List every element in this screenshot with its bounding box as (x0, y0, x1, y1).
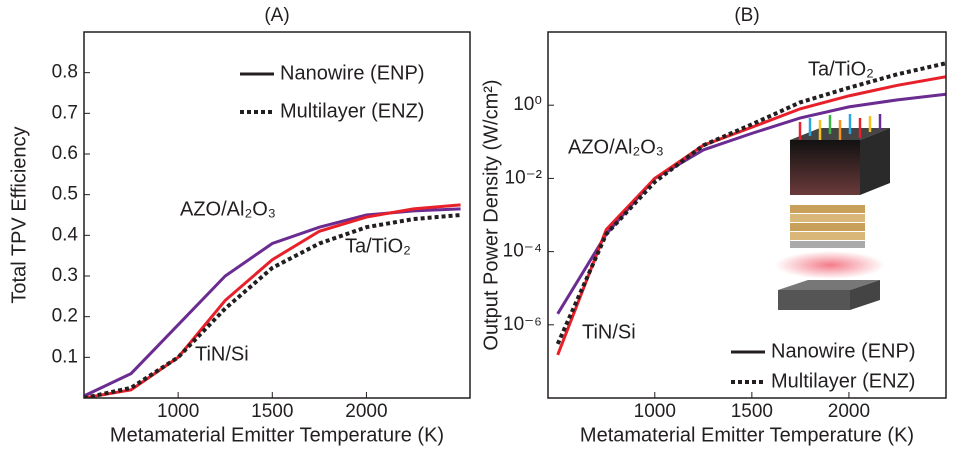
x-tick-label: 1000 (634, 401, 676, 422)
series-label: TiN/Si (195, 343, 249, 365)
plot-frame (83, 31, 471, 399)
legend-label: Nanowire (ENP) (280, 62, 424, 84)
x-axis-label: Metamaterial Emitter Temperature (K) (580, 424, 914, 446)
y-tick-label: 0.7 (52, 102, 78, 123)
panel-title: (A) (264, 5, 289, 26)
y-tick-label: 0.6 (52, 143, 78, 164)
legend-label: Multilayer (ENZ) (771, 370, 915, 392)
x-axis-label: Metamaterial Emitter Temperature (K) (110, 424, 444, 446)
series-label: Ta/TiO₂ (808, 58, 874, 80)
y-tick-label: 0.2 (52, 306, 78, 327)
x-tick-label: 2000 (828, 401, 870, 422)
series-line (84, 203, 461, 398)
x-tick-label: 1000 (157, 401, 199, 422)
series-line (84, 213, 461, 398)
y-tick-label: 0.8 (52, 62, 78, 83)
inset-illustration (775, 114, 890, 310)
x-tick-label: 2000 (345, 401, 387, 422)
series-line (556, 75, 946, 356)
y-tick-label: 0.3 (52, 265, 78, 286)
series-line (556, 92, 946, 315)
series-label: AZO/Al₂O₃ (180, 198, 276, 220)
y-tick-label: 0.1 (52, 346, 78, 367)
y-tick-label: 0.5 (52, 184, 78, 205)
y-axis-label: Total TPV Efficiency (8, 126, 30, 303)
series-label: AZO/Al₂O₃ (568, 136, 664, 158)
panel-title: (B) (734, 5, 759, 26)
x-tick-label: 1500 (251, 401, 293, 422)
series-label: TiN/Si (582, 321, 636, 343)
y-tick-label: 10⁻² (505, 167, 543, 188)
y-tick-label: 10⁰ (513, 94, 542, 115)
legend-label: Nanowire (ENP) (771, 340, 915, 362)
y-tick-label: 0.4 (52, 224, 79, 245)
x-tick-label: 1500 (731, 401, 773, 422)
plot-frame (547, 31, 947, 399)
y-tick-label: 10⁻⁶ (503, 314, 542, 335)
y-tick-label: 10⁻⁴ (503, 241, 542, 262)
legend-label: Multilayer (ENZ) (280, 100, 424, 122)
series-label: Ta/TiO₂ (345, 235, 411, 257)
y-axis-label: Output Power Density (W/cm²) (480, 79, 502, 350)
series-line (555, 61, 946, 345)
